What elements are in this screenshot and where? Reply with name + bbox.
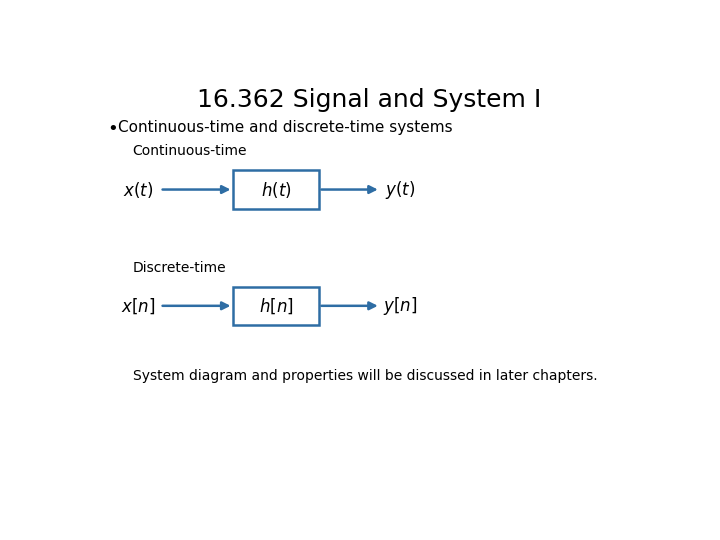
Text: $h(t)$: $h(t)$ bbox=[261, 179, 292, 200]
FancyBboxPatch shape bbox=[233, 170, 319, 209]
Text: $y(t)$: $y(t)$ bbox=[384, 179, 415, 200]
Text: Discrete-time: Discrete-time bbox=[132, 261, 226, 275]
Text: $x[n]$: $x[n]$ bbox=[121, 296, 156, 315]
Text: $x(t)$: $x(t)$ bbox=[123, 179, 153, 200]
Text: Continuous-time and discrete-time systems: Continuous-time and discrete-time system… bbox=[118, 120, 453, 135]
Text: •: • bbox=[107, 120, 118, 138]
Text: $h[n]$: $h[n]$ bbox=[258, 296, 293, 315]
Text: $y[n]$: $y[n]$ bbox=[383, 295, 417, 317]
Text: 16.362 Signal and System I: 16.362 Signal and System I bbox=[197, 88, 541, 112]
Text: System diagram and properties will be discussed in later chapters.: System diagram and properties will be di… bbox=[132, 369, 598, 383]
FancyBboxPatch shape bbox=[233, 287, 319, 325]
Text: Continuous-time: Continuous-time bbox=[132, 144, 247, 158]
